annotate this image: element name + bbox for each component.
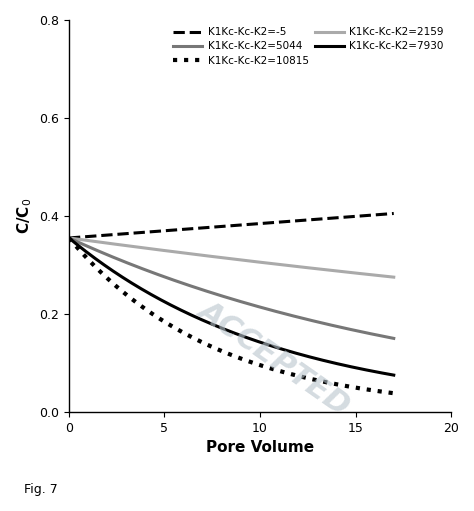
K1Kc-Kc-K2=10815	[383, 389, 389, 396]
Y-axis label: C/C$_0$: C/C$_0$	[15, 198, 34, 234]
K1Kc-Kc-K2=10815	[66, 235, 72, 241]
Line: K1Kc-Kc-K2=-5: K1Kc-Kc-K2=-5	[69, 214, 394, 238]
K1Kc-Kc-K2=-5	[391, 211, 397, 217]
K1Kc-Kc-K2=7930	[220, 326, 226, 332]
K1Kc-Kc-K2=2159	[383, 273, 389, 280]
K1Kc-Kc-K2=2159	[332, 268, 338, 274]
X-axis label: Pore Volume: Pore Volume	[206, 440, 314, 455]
Line: K1Kc-Kc-K2=7930: K1Kc-Kc-K2=7930	[69, 238, 394, 375]
K1Kc-Kc-K2=7930	[259, 340, 265, 346]
K1Kc-Kc-K2=10815	[242, 357, 247, 363]
Text: Fig. 7: Fig. 7	[24, 483, 57, 496]
K1Kc-Kc-K2=-5	[383, 211, 389, 217]
K1Kc-Kc-K2=10815	[220, 349, 226, 355]
Text: ACCEPTED: ACCEPTED	[194, 295, 356, 421]
K1Kc-Kc-K2=7930	[391, 372, 397, 378]
Line: K1Kc-Kc-K2=5044: K1Kc-Kc-K2=5044	[69, 238, 394, 338]
K1Kc-Kc-K2=7930	[66, 235, 72, 241]
K1Kc-Kc-K2=-5	[220, 223, 226, 229]
K1Kc-Kc-K2=5044	[391, 335, 397, 341]
K1Kc-Kc-K2=2159	[242, 258, 247, 264]
K1Kc-Kc-K2=2159	[391, 274, 397, 280]
K1Kc-Kc-K2=10815	[391, 390, 397, 397]
K1Kc-Kc-K2=2159	[220, 255, 226, 261]
K1Kc-Kc-K2=10815	[222, 350, 228, 356]
Line: K1Kc-Kc-K2=2159: K1Kc-Kc-K2=2159	[69, 238, 394, 277]
K1Kc-Kc-K2=7930	[222, 327, 228, 333]
K1Kc-Kc-K2=2159	[222, 255, 228, 261]
K1Kc-Kc-K2=-5	[259, 220, 265, 226]
Legend: K1Kc-Kc-K2=-5, K1Kc-Kc-K2=5044, K1Kc-Kc-K2=10815, K1Kc-Kc-K2=2159, K1Kc-Kc-K2=79: K1Kc-Kc-K2=-5, K1Kc-Kc-K2=5044, K1Kc-Kc-…	[169, 23, 448, 70]
K1Kc-Kc-K2=2159	[259, 260, 265, 266]
K1Kc-Kc-K2=5044	[66, 235, 72, 241]
K1Kc-Kc-K2=2159	[66, 235, 72, 241]
K1Kc-Kc-K2=7930	[332, 360, 338, 366]
K1Kc-Kc-K2=-5	[332, 215, 338, 221]
K1Kc-Kc-K2=-5	[242, 222, 247, 228]
K1Kc-Kc-K2=7930	[383, 370, 389, 377]
K1Kc-Kc-K2=5044	[383, 334, 389, 340]
K1Kc-Kc-K2=7930	[242, 334, 247, 340]
K1Kc-Kc-K2=-5	[66, 235, 72, 241]
K1Kc-Kc-K2=5044	[220, 293, 226, 299]
K1Kc-Kc-K2=5044	[242, 299, 247, 306]
K1Kc-Kc-K2=5044	[332, 323, 338, 329]
K1Kc-Kc-K2=-5	[222, 223, 228, 229]
K1Kc-Kc-K2=5044	[259, 305, 265, 311]
K1Kc-Kc-K2=10815	[259, 363, 265, 369]
Line: K1Kc-Kc-K2=10815: K1Kc-Kc-K2=10815	[69, 238, 394, 393]
K1Kc-Kc-K2=10815	[332, 381, 338, 387]
K1Kc-Kc-K2=5044	[222, 294, 228, 300]
